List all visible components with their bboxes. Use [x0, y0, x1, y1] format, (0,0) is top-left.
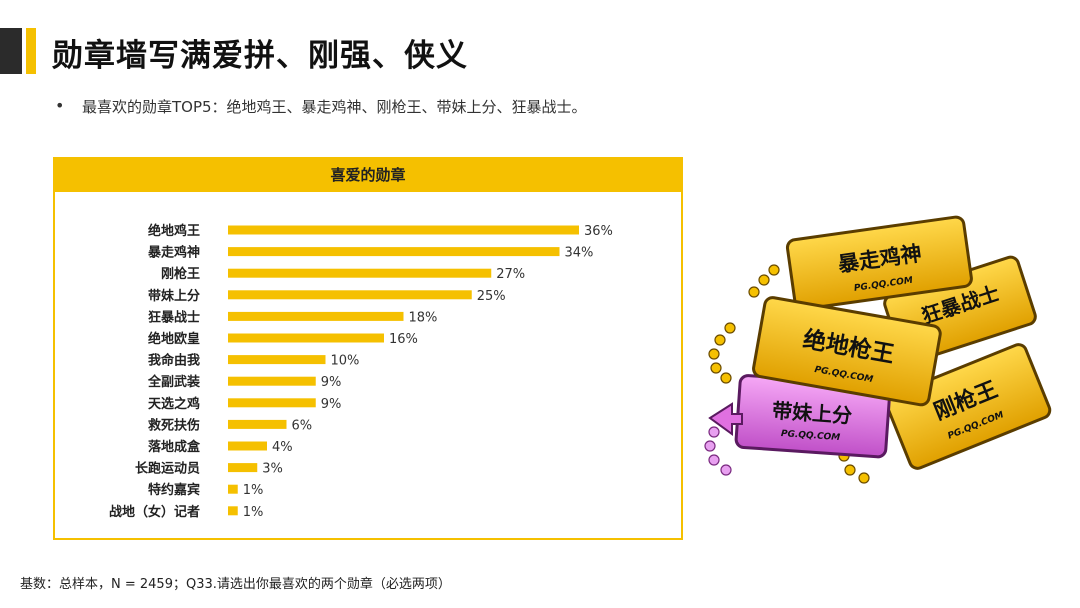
- value-label: 1%: [243, 505, 264, 520]
- value-label: 3%: [262, 462, 283, 477]
- bar-chart: 绝地鸡王 36% 暴走鸡神 34% 刚枪王 27% 带妹上分 25% 狂暴战士 18% 绝地欧皇 16…: [109, 223, 613, 520]
- category-label: 天选之鸡: [148, 396, 200, 412]
- badge-url: PG.QQ.COM: [781, 429, 841, 443]
- category-label: 绝地鸡王: [148, 223, 200, 239]
- bar: [228, 506, 238, 516]
- bar: [228, 311, 404, 321]
- bullet-dot: •: [55, 96, 65, 115]
- value-label: 9%: [321, 397, 342, 412]
- title-accent-dark: [0, 28, 22, 74]
- category-label: 绝地欧皇: [148, 331, 200, 347]
- value-label: 18%: [409, 310, 438, 325]
- value-label: 36%: [584, 224, 613, 239]
- value-label: 10%: [331, 354, 360, 369]
- bar: [228, 333, 384, 343]
- category-label: 特约嘉宾: [148, 482, 200, 498]
- bar: [228, 419, 287, 429]
- value-label: 27%: [496, 267, 525, 282]
- badge-baozoujishen: 暴走鸡神 PG.QQ.COM: [785, 215, 973, 311]
- bar: [228, 355, 326, 365]
- category-label: 暴走鸡神: [147, 245, 200, 261]
- badge-gangqiangwang: 刚枪王 PG.QQ.COM: [884, 343, 1052, 470]
- category-label: 救死扶伤: [148, 417, 200, 433]
- bar: [228, 398, 316, 408]
- badge-name: 带妹上分: [771, 398, 852, 428]
- value-label: 4%: [272, 440, 293, 455]
- bar: [228, 247, 560, 257]
- category-label: 狂暴战士: [148, 309, 200, 325]
- chart-panel: 喜爱的勋章 绝地鸡王 36% 暴走鸡神 34% 刚枪王 27% 带妹上分 25% 狂暴战士 18%…: [53, 157, 683, 540]
- bar: [228, 484, 238, 494]
- value-label: 9%: [321, 375, 342, 390]
- category-label: 刚枪王: [161, 266, 200, 282]
- bar: [228, 463, 258, 473]
- bar: [228, 441, 267, 451]
- title-accent-yellow: [26, 28, 36, 74]
- category-label: 全副武装: [147, 374, 200, 390]
- pink-bead-chain-icon: [704, 426, 732, 476]
- category-label: 带妹上分: [148, 288, 200, 304]
- category-label: 落地成盒: [148, 439, 201, 455]
- value-label: 6%: [292, 418, 313, 433]
- page-title: 勋章墙写满爱拼、刚强、侠义: [52, 38, 468, 74]
- chart-title: 喜爱的勋章: [55, 159, 681, 192]
- category-label: 长跑运动员: [135, 461, 200, 477]
- badges-illustration: 刚枪王 PG.QQ.COM 狂暴战士 带妹上分 PG.QQ.COM 暴走鸡神 P…: [704, 215, 1052, 484]
- category-label: 我命由我: [148, 353, 200, 369]
- bar: [228, 290, 472, 300]
- footnote: 基数：总样本，N = 2459；Q33.请选出你最喜欢的两个勋章（必选两项）: [20, 577, 451, 592]
- summary-text: 最喜欢的勋章TOP5：绝地鸡王、暴走鸡神、刚枪王、带妹上分、狂暴战士。: [82, 98, 587, 116]
- badge-daimeishangfen: 带妹上分 PG.QQ.COM: [734, 374, 892, 459]
- ribbon-icon: [708, 402, 743, 436]
- value-label: 16%: [389, 332, 418, 347]
- value-label: 34%: [565, 246, 594, 261]
- category-label: 战地（女）记者: [109, 504, 200, 520]
- value-label: 25%: [477, 289, 506, 304]
- bar: [228, 268, 492, 278]
- bar: [228, 376, 316, 386]
- badge-juediqiangwang: 绝地枪王 PG.QQ.COM: [752, 296, 942, 407]
- value-label: 1%: [243, 483, 264, 498]
- bar: [228, 225, 579, 235]
